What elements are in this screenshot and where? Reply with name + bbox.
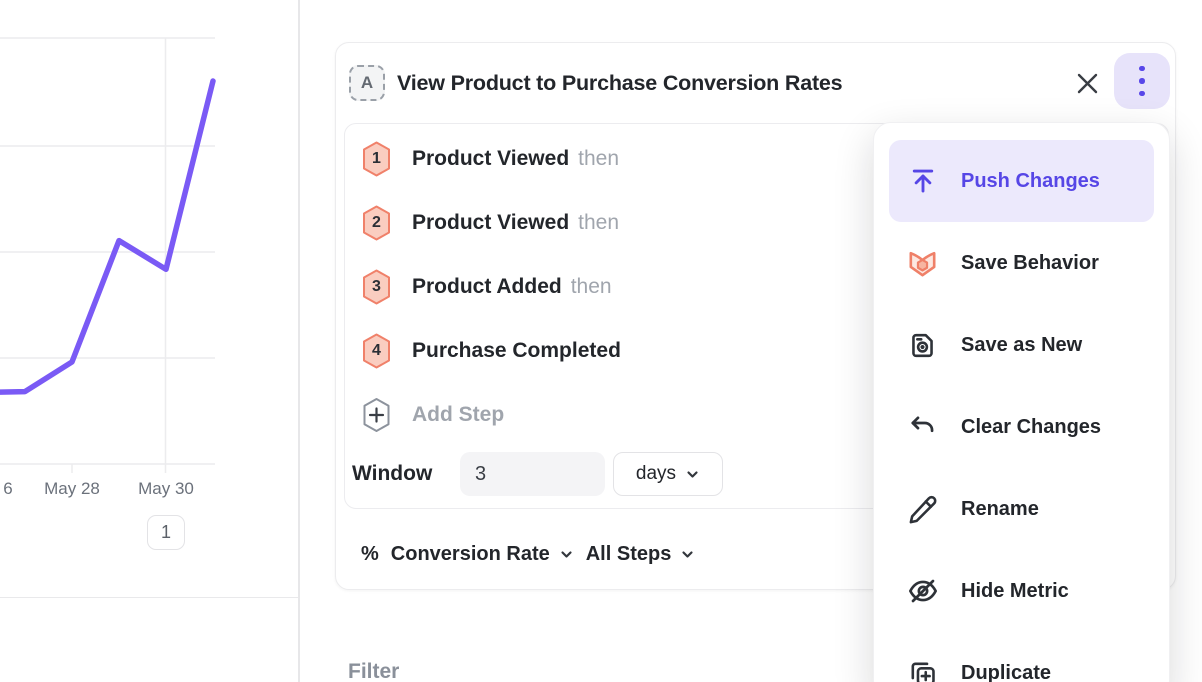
step-then-label: then: [578, 147, 620, 170]
funnel-step-row[interactable]: 2 Product Viewed then: [345, 191, 1168, 255]
panel-header: A View Product to Purchase Conversion Ra…: [336, 43, 1175, 123]
chart-line-series: [0, 78, 216, 395]
add-step-button[interactable]: Add Step: [345, 383, 1168, 447]
conversion-window-row: Window days: [345, 452, 1168, 496]
x-axis-tick-label: May 28: [44, 479, 100, 498]
conversion-line-chart: 6 May 28 May 30 1: [0, 0, 300, 600]
add-step-label: Add Step: [412, 403, 505, 426]
section-divider: [0, 597, 298, 598]
step-number-badge: 4: [360, 333, 393, 369]
step-number-badge: 3: [360, 269, 393, 305]
copy-plus-icon: [906, 657, 939, 682]
step-event-name: Product Added: [412, 275, 562, 298]
window-label: Window: [352, 462, 433, 485]
behavior-badge-icon: [906, 247, 939, 280]
menu-item-duplicate[interactable]: Duplicate: [874, 632, 1169, 682]
menu-item-push-changes[interactable]: Push Changes: [889, 140, 1154, 222]
step-event-name: Product Viewed: [412, 147, 570, 170]
chart-canvas: [0, 37, 216, 473]
chevron-down-icon: [685, 467, 700, 482]
kebab-icon: [1139, 65, 1145, 97]
window-value-input[interactable]: [460, 452, 605, 496]
menu-item-clear-changes[interactable]: Clear Changes: [874, 386, 1169, 468]
pencil-icon: [906, 493, 939, 526]
step-then-label: then: [578, 211, 620, 234]
vertical-divider: [298, 0, 300, 682]
menu-item-save-behavior[interactable]: Save Behavior: [874, 222, 1169, 304]
filter-section-heading: Filter: [348, 660, 400, 682]
chevron-down-icon: [680, 547, 695, 562]
funnel-step-row[interactable]: 1 Product Viewed then: [345, 127, 1168, 191]
chevron-down-icon: [559, 547, 574, 562]
metric-key-badge: A: [349, 65, 385, 101]
x-axis-tick-label: 6: [3, 479, 13, 498]
metric-type-dropdown[interactable]: Conversion Rate: [391, 543, 574, 566]
funnel-step-row[interactable]: 4 Purchase Completed: [345, 319, 1168, 383]
step-event-name: Purchase Completed: [412, 339, 621, 362]
close-button[interactable]: [1072, 68, 1102, 98]
pagination-page-button[interactable]: 1: [147, 515, 185, 550]
menu-item-hide-metric[interactable]: Hide Metric: [874, 550, 1169, 632]
metric-options-menu: Push Changes Save Behavior Save as New: [873, 122, 1170, 682]
percent-icon: %: [361, 542, 379, 565]
window-unit-select[interactable]: days: [613, 452, 723, 496]
undo-icon: [906, 411, 939, 444]
step-event-name: Product Viewed: [412, 211, 570, 234]
menu-item-save-as-new[interactable]: Save as New: [874, 304, 1169, 386]
metric-type-row: % Conversion Rate All Steps: [361, 531, 695, 577]
step-number-badge: 2: [360, 205, 393, 241]
close-icon: [1076, 72, 1099, 95]
eye-off-icon: [906, 575, 939, 608]
step-scope-dropdown[interactable]: All Steps: [586, 543, 696, 566]
funnel-step-row[interactable]: 3 Product Added then: [345, 255, 1168, 319]
more-options-button[interactable]: [1114, 53, 1170, 109]
panel-title: View Product to Purchase Conversion Rate…: [397, 70, 843, 95]
x-axis-tick-label: May 30: [138, 479, 194, 498]
step-number-badge: 1: [360, 141, 393, 177]
save-icon: [906, 329, 939, 362]
step-then-label: then: [570, 275, 612, 298]
add-step-hexagon-plus-icon: [360, 397, 393, 433]
window-unit-value: days: [635, 463, 677, 484]
arrow-up-from-line-icon: [906, 165, 939, 198]
menu-item-rename[interactable]: Rename: [874, 468, 1169, 550]
